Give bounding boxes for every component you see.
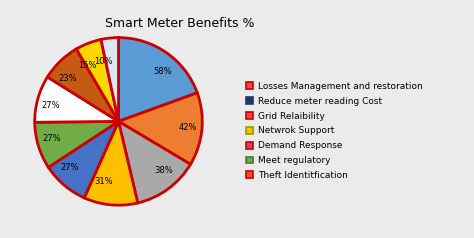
Wedge shape xyxy=(118,38,197,121)
Wedge shape xyxy=(101,38,118,121)
Wedge shape xyxy=(118,93,202,164)
Wedge shape xyxy=(35,77,118,122)
Text: 27%: 27% xyxy=(42,100,60,109)
Wedge shape xyxy=(76,40,118,121)
Text: Smart Meter Benefits %: Smart Meter Benefits % xyxy=(105,17,255,30)
Wedge shape xyxy=(118,121,191,203)
Text: 58%: 58% xyxy=(153,68,172,76)
Text: 27%: 27% xyxy=(61,163,79,172)
Legend: Losses Management and restoration, Reduce meter reading Cost, Grid Relaibility, : Losses Management and restoration, Reduc… xyxy=(246,82,423,180)
Wedge shape xyxy=(47,49,118,121)
Wedge shape xyxy=(84,121,138,205)
Text: 15%: 15% xyxy=(78,61,97,70)
Text: 31%: 31% xyxy=(94,177,113,186)
Text: 23%: 23% xyxy=(58,74,76,83)
Text: 27%: 27% xyxy=(42,134,61,144)
Text: 10%: 10% xyxy=(94,57,112,66)
Text: 38%: 38% xyxy=(154,165,173,174)
Wedge shape xyxy=(35,121,118,167)
Wedge shape xyxy=(48,121,119,198)
Text: 42%: 42% xyxy=(179,123,197,132)
